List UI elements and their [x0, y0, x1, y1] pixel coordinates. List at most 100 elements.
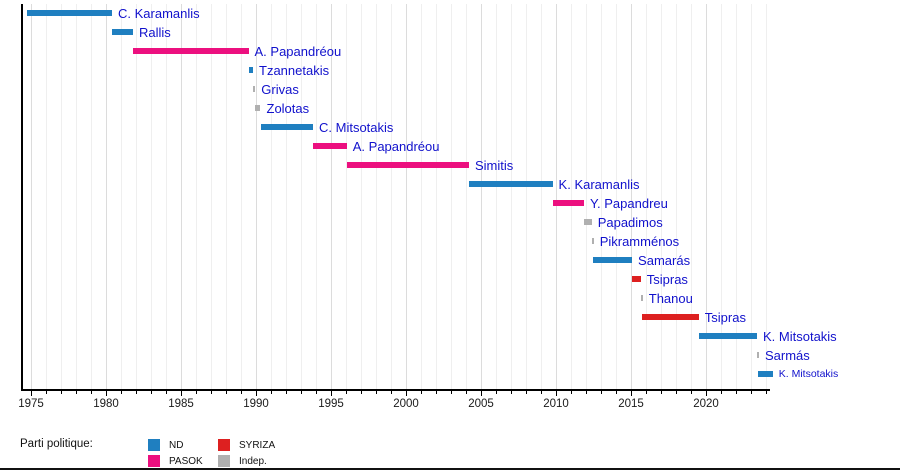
minor-tick-1992 — [286, 391, 287, 394]
legend-item-pasok: PASOK — [148, 453, 218, 469]
major-tick-1990 — [256, 391, 257, 396]
minor-tick-2013 — [601, 391, 602, 394]
major-tick-2020 — [706, 391, 707, 396]
timeline-bar-k-mitsotakis-20 — [758, 371, 773, 377]
gridline-1997 — [361, 4, 362, 390]
timeline-bar-thanou-16 — [640, 295, 643, 301]
major-tick-1975 — [31, 391, 32, 396]
legend-item-syriza: SYRIZA — [218, 437, 288, 453]
minor-tick-2022 — [736, 391, 737, 394]
minor-tick-1983 — [151, 391, 152, 394]
bar-label-grivas-5: Grivas — [261, 82, 299, 97]
timeline-bar-grivas-5 — [253, 86, 256, 92]
bar-label-papadimos-12: Papadimos — [597, 215, 663, 230]
legend-item-nd: ND — [148, 437, 218, 453]
major-tick-1985 — [181, 391, 182, 396]
minor-tick-2008 — [526, 391, 527, 394]
gridline-2021 — [721, 4, 722, 390]
gridline-2018 — [676, 4, 677, 390]
bar-label-pikrammenos-13: Pikramménos — [599, 234, 680, 249]
gridline-1993 — [301, 4, 302, 390]
minor-tick-2007 — [511, 391, 512, 394]
gridline-2002 — [436, 4, 437, 390]
gridline-2009 — [541, 4, 542, 390]
gridline-2015 — [631, 4, 632, 390]
timeline-bar-a-papandreou-3 — [133, 48, 249, 54]
minor-tick-1998 — [376, 391, 377, 394]
major-tick-2005 — [481, 391, 482, 396]
timeline-bar-c-mitsotakis-7 — [260, 124, 313, 130]
gridline-2007 — [511, 4, 512, 390]
bar-label-c-karamanlis-1: C. Karamanlis — [118, 6, 200, 21]
gridline-2005 — [481, 4, 482, 390]
tick-label-1975: 1975 — [18, 398, 44, 410]
gridline-2011 — [571, 4, 572, 390]
legend-swatch-indep — [218, 455, 230, 467]
bar-label-y-papandreu-11: Y. Papandreu — [590, 196, 668, 211]
minor-tick-1982 — [136, 391, 137, 394]
gridline-1975 — [31, 4, 32, 390]
gridline-1980 — [106, 4, 107, 390]
bar-label-zolotas-6: Zolotas — [266, 101, 310, 116]
tick-label-1985: 1985 — [168, 398, 194, 410]
gridline-2012 — [586, 4, 587, 390]
bar-label-k-mitsotakis-18: K. Mitsotakis — [763, 329, 837, 344]
legend-label-indep: Indep. — [239, 455, 267, 467]
timeline-bar-y-papandreu-11 — [552, 200, 585, 206]
gridline-2017 — [661, 4, 662, 390]
minor-tick-2002 — [436, 391, 437, 394]
timeline-bar-pikrammenos-13 — [591, 238, 594, 244]
x-axis-line — [21, 389, 770, 391]
gridline-1990 — [256, 4, 257, 390]
minor-tick-1997 — [361, 391, 362, 394]
tick-label-1990: 1990 — [243, 398, 269, 410]
minor-tick-2014 — [616, 391, 617, 394]
timeline-bar-zolotas-6 — [254, 105, 261, 111]
gridline-2020 — [706, 4, 707, 390]
gridline-2016 — [646, 4, 647, 390]
minor-tick-1981 — [121, 391, 122, 394]
bar-label-samaras-14: Samarás — [638, 253, 691, 268]
legend-label-pasok: PASOK — [169, 455, 203, 467]
minor-tick-2001 — [421, 391, 422, 394]
legend-swatch-syriza — [218, 439, 230, 451]
gridline-2000 — [406, 4, 407, 390]
minor-tick-2004 — [466, 391, 467, 394]
minor-tick-1978 — [76, 391, 77, 394]
minor-tick-2021 — [721, 391, 722, 394]
timeline-bar-tsipras-15 — [632, 276, 641, 282]
legend-label-nd: ND — [169, 439, 184, 451]
minor-tick-1991 — [271, 391, 272, 394]
legend-title: Parti politique: — [20, 438, 93, 450]
gridline-2023 — [751, 4, 752, 390]
tick-label-2010: 2010 — [543, 398, 569, 410]
minor-tick-2003 — [451, 391, 452, 394]
gridline-2003 — [451, 4, 452, 390]
minor-tick-2009 — [541, 391, 542, 394]
gridline-1976 — [46, 4, 47, 390]
minor-tick-1996 — [346, 391, 347, 394]
bar-label-sarmas-19: Sarmás — [765, 348, 810, 363]
minor-tick-2012 — [586, 391, 587, 394]
timeline-bar-papadimos-12 — [584, 219, 592, 225]
gridline-1989 — [241, 4, 242, 390]
gridline-2006 — [496, 4, 497, 390]
gridline-1987 — [211, 4, 212, 390]
minor-tick-1989 — [241, 391, 242, 394]
gridline-1991 — [271, 4, 272, 390]
gridline-1977 — [61, 4, 62, 390]
major-tick-1995 — [331, 391, 332, 396]
tick-label-2020: 2020 — [693, 398, 719, 410]
gridline-2014 — [616, 4, 617, 390]
timeline-bar-k-karamanlis-10 — [469, 181, 553, 187]
gridline-1983 — [151, 4, 152, 390]
legend-swatch-nd — [148, 439, 160, 451]
minor-tick-2017 — [661, 391, 662, 394]
minor-tick-2006 — [496, 391, 497, 394]
minor-tick-1988 — [226, 391, 227, 394]
minor-tick-2018 — [676, 391, 677, 394]
timeline-bar-samaras-14 — [593, 257, 633, 263]
tick-label-1995: 1995 — [318, 398, 344, 410]
tick-label-2005: 2005 — [468, 398, 494, 410]
